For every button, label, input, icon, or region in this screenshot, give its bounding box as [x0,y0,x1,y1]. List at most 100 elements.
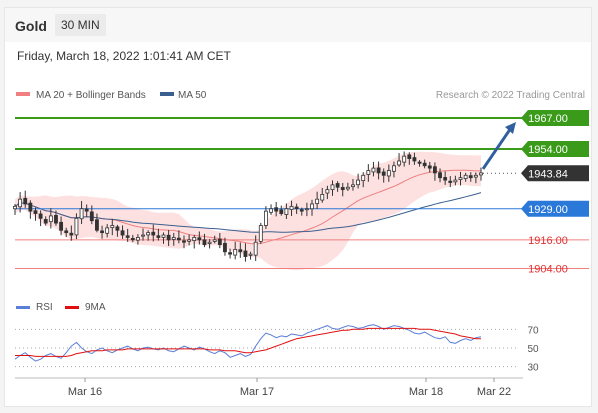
candle-body [320,194,325,201]
candle-body [100,230,104,234]
chart-header: Gold 30 MIN [5,8,591,42]
candle-body [79,208,84,220]
trend-arrow-head [505,121,516,134]
candle-body [171,237,176,240]
candle-body [156,235,161,238]
candle-body [264,210,268,226]
candle-body [110,225,115,229]
candle-body [253,241,258,256]
ma9-legend-swatch [65,306,79,309]
candle-body [289,205,294,210]
candle-body [89,211,94,222]
level-label: 1916.00 [528,235,568,247]
x-tick-label: Mar 18 [409,386,443,398]
trend-arrow-shaft [481,127,513,170]
candle-body [412,157,417,162]
ma-bb-legend-swatch [16,92,30,96]
candle-body [43,219,48,224]
candle-body [130,237,135,241]
candle-body [141,234,145,237]
candle-body [427,165,432,169]
timestamp: Friday, March 18, 2022 1:01:41 AM CET [17,49,231,63]
level-label-tag [521,109,589,126]
symbol-label: Gold [15,18,47,34]
candle-body [479,172,483,176]
x-tick-label: Mar 16 [68,386,102,398]
candle-body [356,179,361,186]
candle-body [325,189,330,194]
candle-body [448,180,453,183]
credit-label: Research © 2022 Trading Central [436,90,585,101]
ma50-legend-label: MA 50 [178,90,207,101]
candle-body [453,179,458,183]
candle-body [274,207,279,212]
candle-body [269,208,273,213]
rsi-line [14,324,482,362]
timeframe-button[interactable]: 30 MIN [55,14,106,36]
candle-body [23,197,28,205]
trend-arrow [481,121,516,170]
chart-card: Gold 30 MIN Friday, March 18, 2022 1:01:… [4,7,592,407]
candle-body [217,238,222,245]
candle-body [468,175,473,179]
candle-body [386,170,391,177]
candle-body [376,167,381,174]
candle-body [294,206,299,210]
candle-body [233,248,238,256]
candle-body [351,184,355,188]
candle-body [335,183,340,188]
level-label: 1943.84 [528,168,568,180]
candle-body [304,208,309,211]
candle-body [146,232,151,236]
candle-body [212,239,217,242]
level-label: 1954.00 [528,144,568,156]
candle-body [366,170,371,175]
candle-body [243,250,248,257]
candle-body [64,230,69,234]
candle-body [381,171,386,176]
candle-body [197,237,202,241]
level-label-tag [521,200,589,217]
candle-body [38,213,43,219]
candle-body [228,252,232,255]
price-levels [15,116,589,269]
candle-body [74,217,79,236]
bollinger-band-area [15,151,481,271]
ma9-legend-label: 9MA [85,302,106,313]
candle-body [120,230,125,236]
candle-body [438,172,442,179]
candle-body [207,241,212,244]
candle-body [330,184,335,191]
candle-body [176,237,181,241]
rsi-legend-swatch [16,306,30,309]
candle-body [473,174,478,178]
candle-body [166,234,171,241]
candle-body [402,155,407,163]
candle-body [371,167,376,173]
candle-body [13,205,17,210]
candle-body [392,165,396,172]
level-label: 1967.00 [528,113,568,125]
candle-body [33,210,38,214]
level-labels: 1967.00 1954.00 1943.84 1929.00 1916.00 1904.… [521,109,589,275]
candle-body [258,225,263,242]
candle-body [202,239,207,245]
candle-body [417,161,422,164]
candle-body [18,198,23,208]
candle-body [187,239,192,242]
candle-body [54,214,58,224]
candle-body [161,234,166,238]
candle-body [238,249,243,253]
candle-body [135,237,140,241]
candle-body [84,208,89,212]
candle-body [432,166,437,174]
candle-body [248,253,253,256]
rsi-tick-label: 70 [527,325,539,336]
candle-body [115,226,120,231]
candle-body [422,162,427,167]
candle-body [340,187,345,191]
candle-body [361,174,366,182]
level-label: 1929.00 [528,204,568,216]
candle-body [223,242,227,253]
chart-plot: MA 20 + Bollinger Bands MA 50 Research ©… [13,90,589,398]
